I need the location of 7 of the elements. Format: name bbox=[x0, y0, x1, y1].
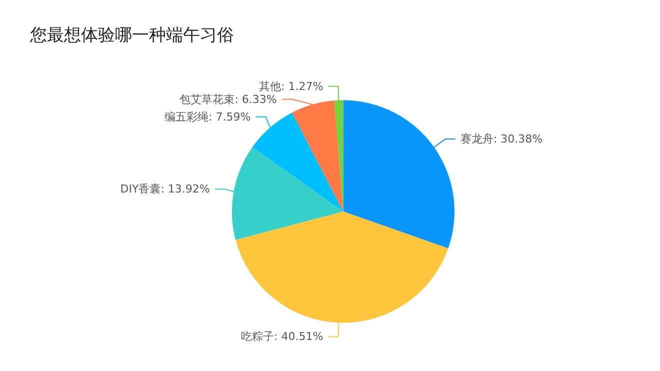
slice-label: 编五彩绳: 7.59% bbox=[164, 110, 251, 124]
slice-label: 赛龙舟: 30.38% bbox=[460, 132, 543, 146]
slice-label: 包艾草花束: 6.33% bbox=[180, 92, 277, 106]
slice-label: DIY香囊: 13.92% bbox=[120, 182, 210, 196]
chart-title: 您最想体验哪一种端午习俗 bbox=[29, 26, 234, 46]
slice-label: 其他: 1.27% bbox=[259, 80, 324, 93]
slice-label: 吃粽子: 40.51% bbox=[241, 330, 324, 344]
